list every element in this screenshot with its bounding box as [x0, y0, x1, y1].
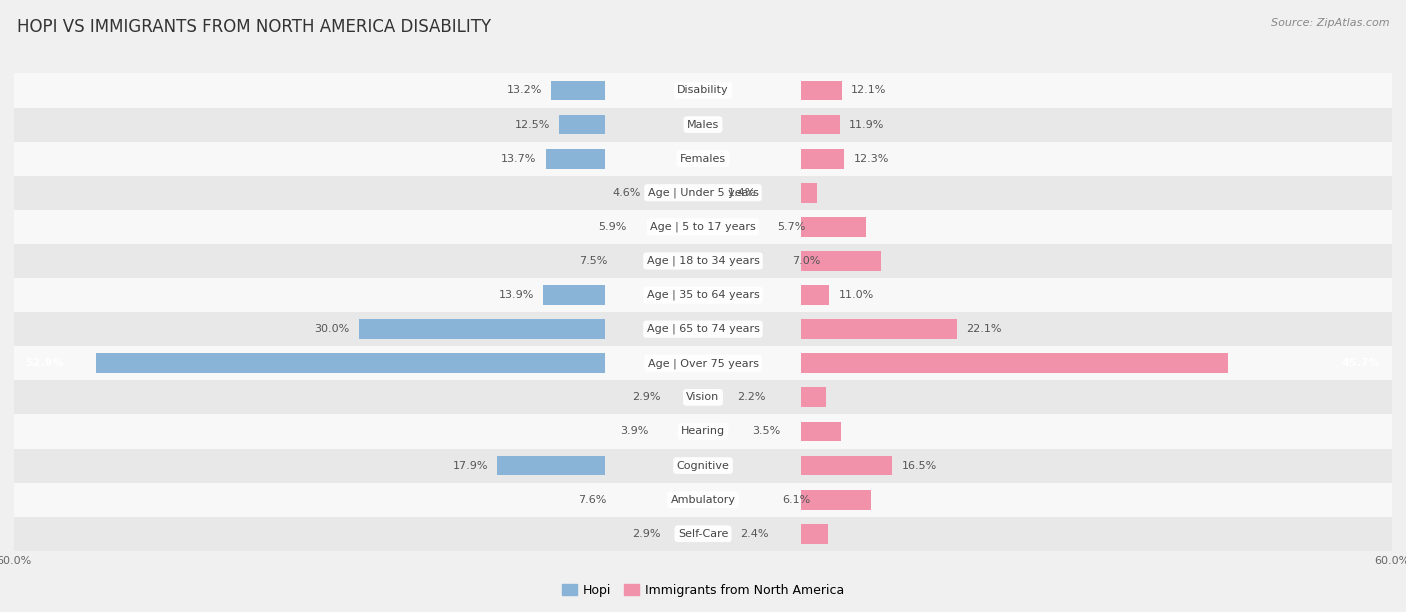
- Bar: [800, 319, 956, 339]
- Bar: [14, 449, 1392, 483]
- Text: Age | Over 75 years: Age | Over 75 years: [648, 358, 758, 368]
- Bar: [800, 81, 842, 100]
- Text: HOPI VS IMMIGRANTS FROM NORTH AMERICA DISABILITY: HOPI VS IMMIGRANTS FROM NORTH AMERICA DI…: [17, 18, 491, 36]
- Bar: [498, 456, 606, 476]
- Text: Age | 65 to 74 years: Age | 65 to 74 years: [647, 324, 759, 334]
- Text: 2.4%: 2.4%: [740, 529, 768, 539]
- Bar: [14, 483, 1392, 517]
- Text: Hearing: Hearing: [681, 427, 725, 436]
- Text: 12.5%: 12.5%: [515, 119, 550, 130]
- Text: Disability: Disability: [678, 86, 728, 95]
- Bar: [800, 353, 1227, 373]
- Bar: [14, 414, 1392, 449]
- Text: 3.5%: 3.5%: [752, 427, 780, 436]
- Text: 17.9%: 17.9%: [453, 461, 488, 471]
- Text: 13.9%: 13.9%: [499, 290, 534, 300]
- Text: 2.9%: 2.9%: [633, 392, 661, 402]
- Text: Females: Females: [681, 154, 725, 163]
- Bar: [800, 456, 893, 476]
- Bar: [14, 312, 1392, 346]
- Bar: [14, 176, 1392, 210]
- Bar: [14, 244, 1392, 278]
- Bar: [359, 319, 606, 339]
- Text: 12.1%: 12.1%: [851, 86, 887, 95]
- Text: 6.1%: 6.1%: [782, 494, 810, 505]
- Text: Males: Males: [688, 119, 718, 130]
- Text: 1.4%: 1.4%: [728, 188, 756, 198]
- Bar: [560, 114, 606, 135]
- Text: 2.9%: 2.9%: [633, 529, 661, 539]
- Text: Vision: Vision: [686, 392, 720, 402]
- Text: 45.7%: 45.7%: [1341, 358, 1381, 368]
- Bar: [800, 217, 866, 237]
- Text: 13.7%: 13.7%: [501, 154, 537, 163]
- Text: Age | 18 to 34 years: Age | 18 to 34 years: [647, 256, 759, 266]
- Bar: [800, 114, 839, 135]
- Bar: [14, 517, 1392, 551]
- Text: 7.5%: 7.5%: [579, 256, 607, 266]
- Text: 3.9%: 3.9%: [620, 427, 650, 436]
- Text: Self-Care: Self-Care: [678, 529, 728, 539]
- Bar: [800, 149, 844, 168]
- Text: 16.5%: 16.5%: [901, 461, 936, 471]
- Bar: [96, 353, 606, 373]
- Text: 5.7%: 5.7%: [778, 222, 806, 232]
- Text: 11.0%: 11.0%: [838, 290, 873, 300]
- Text: 2.2%: 2.2%: [738, 392, 766, 402]
- Text: 52.9%: 52.9%: [25, 358, 65, 368]
- Bar: [14, 346, 1392, 380]
- Bar: [800, 422, 841, 441]
- Text: Source: ZipAtlas.com: Source: ZipAtlas.com: [1271, 18, 1389, 28]
- Bar: [14, 380, 1392, 414]
- Text: Age | 35 to 64 years: Age | 35 to 64 years: [647, 290, 759, 300]
- Text: 13.2%: 13.2%: [508, 86, 543, 95]
- Text: 11.9%: 11.9%: [849, 119, 884, 130]
- Text: Age | Under 5 years: Age | Under 5 years: [648, 187, 758, 198]
- Bar: [800, 251, 882, 271]
- Bar: [800, 285, 830, 305]
- Text: Age | 5 to 17 years: Age | 5 to 17 years: [650, 222, 756, 232]
- Bar: [543, 285, 606, 305]
- Text: 5.9%: 5.9%: [598, 222, 626, 232]
- Bar: [546, 149, 606, 168]
- Bar: [14, 210, 1392, 244]
- Bar: [551, 81, 606, 100]
- Text: 22.1%: 22.1%: [966, 324, 1001, 334]
- Bar: [14, 141, 1392, 176]
- Bar: [14, 278, 1392, 312]
- Text: 7.6%: 7.6%: [578, 494, 606, 505]
- Text: 4.6%: 4.6%: [613, 188, 641, 198]
- Bar: [800, 524, 828, 543]
- Text: 12.3%: 12.3%: [853, 154, 889, 163]
- Bar: [800, 490, 870, 510]
- Legend: Hopi, Immigrants from North America: Hopi, Immigrants from North America: [557, 579, 849, 602]
- Bar: [14, 73, 1392, 108]
- Text: Ambulatory: Ambulatory: [671, 494, 735, 505]
- Bar: [800, 387, 825, 407]
- Bar: [14, 108, 1392, 141]
- Bar: [800, 183, 817, 203]
- Text: Cognitive: Cognitive: [676, 461, 730, 471]
- Text: 7.0%: 7.0%: [793, 256, 821, 266]
- Text: 30.0%: 30.0%: [314, 324, 349, 334]
